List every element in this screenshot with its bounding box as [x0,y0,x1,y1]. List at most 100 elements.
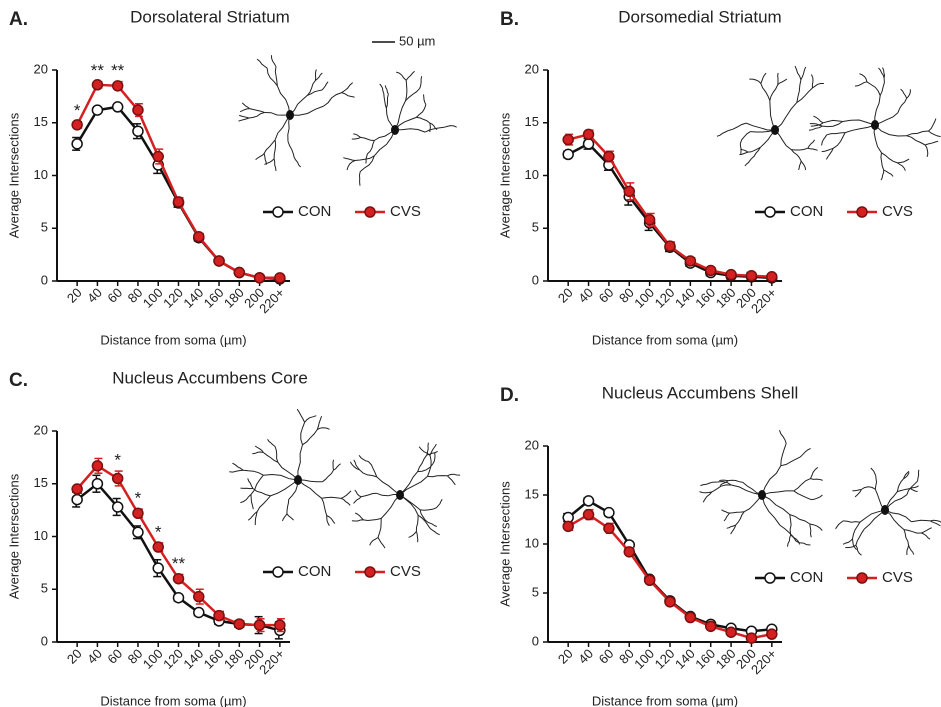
significance-mark: * [74,101,81,120]
dendrite [852,489,862,492]
dendrite [368,461,378,478]
dendrite [444,125,457,128]
y-tick-label: 10 [34,528,48,543]
dendrite [723,512,730,522]
dendrite [240,494,252,504]
dendrite [304,415,317,423]
dendrite [346,160,356,171]
dendrite [897,162,906,171]
dendrite [376,476,401,496]
x-axis-label: Distance from soma (µm) [100,693,246,707]
dendrite [254,445,264,453]
significance-mark: * [135,489,142,508]
marker [253,272,266,284]
marker [91,460,104,472]
dendrite [711,484,732,493]
neuron-drawing [349,442,461,549]
dendrite [341,92,355,98]
dendrite [903,470,910,479]
dendrite [302,429,318,446]
dendrite [761,465,782,496]
dendrite [240,487,253,490]
marker [71,483,83,495]
dendrite [247,478,254,489]
dendrite [884,509,905,530]
dendrite [273,139,277,159]
dendrite [761,490,794,496]
dendrite [358,455,369,462]
legend-label: CVS [882,569,913,586]
dendrite [749,78,762,84]
y-tick-label: 20 [525,61,539,76]
dendrite [267,439,276,447]
dendrite [921,532,931,540]
dendrite [810,467,819,479]
y-tick-label: 10 [525,535,539,550]
legend-marker [764,572,776,584]
marker [603,150,615,163]
dendrite [326,515,330,526]
dendrite [906,89,911,99]
dendrite [721,509,730,514]
dendrite [699,491,712,494]
dendrite [808,125,823,131]
marker [643,574,656,587]
dendrite [880,152,885,171]
marker [562,520,574,533]
dendrite [702,491,713,503]
y-tick-label: 20 [525,437,539,452]
dendrite [363,517,382,522]
dendrite [256,495,271,512]
dendrite [881,152,898,164]
marker [213,255,225,267]
dendrite [843,520,860,523]
marker [132,125,144,137]
dendrite [359,155,375,172]
dendrite [417,454,428,472]
legend-marker [364,206,376,218]
dendrite [365,153,368,164]
dendrite [405,70,415,81]
dendrite [761,494,781,526]
dendrite [252,488,271,497]
dendrite [300,422,306,445]
dendrite [826,132,846,136]
dendrite [432,452,436,465]
series-line [75,83,280,280]
dendrite [789,514,792,535]
dendrite [229,469,244,473]
dendrite [315,72,323,81]
dendrite [761,494,791,515]
soma [771,125,779,135]
y-tick-label: 0 [532,272,539,287]
dendrite [277,461,299,481]
legend-label: CVS [390,203,421,220]
dendrite [810,494,823,501]
significance-mark: * [114,451,121,470]
marker [623,546,636,558]
dendrite [379,83,385,94]
dendrite [423,94,427,105]
legend-marker [856,572,868,584]
y-tick-label: 10 [525,167,539,182]
dendrite [415,515,419,532]
dendrite [739,151,749,156]
dendrite [930,519,941,523]
panel-label: A. [9,9,28,30]
y-tick-label: 15 [34,475,48,490]
soma [286,110,294,120]
dendrite [419,76,423,89]
dendrite [780,443,787,466]
dendrite [810,478,823,481]
marker [274,619,286,631]
marker [253,619,266,631]
neuron-drawing [229,408,352,526]
dendrite [900,88,908,99]
dendrite [729,511,745,514]
dendrite [394,100,407,131]
dendrite [859,509,886,523]
dendrite [376,492,401,497]
dendrite [321,498,328,516]
marker [562,148,574,161]
dendrite [341,82,354,94]
